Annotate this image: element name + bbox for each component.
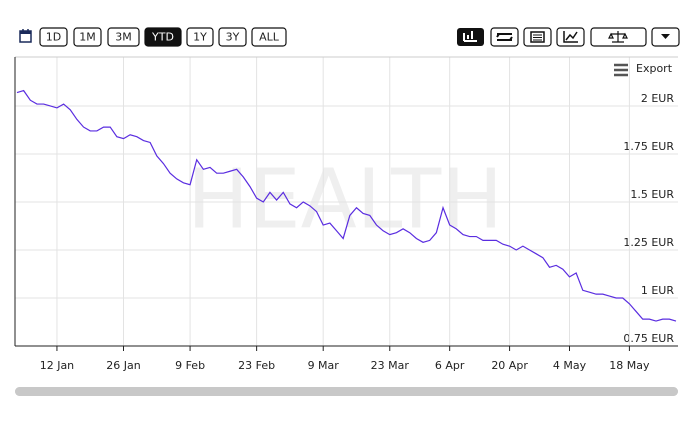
range-label[interactable]: 1Y xyxy=(193,31,207,44)
x-tick-label: 26 Jan xyxy=(106,359,140,372)
calendar-icon[interactable] xyxy=(19,29,32,43)
y-tick-label: 0.75 EUR xyxy=(623,332,674,345)
range-button[interactable] xyxy=(73,27,102,47)
scrollbar-thumb[interactable] xyxy=(15,387,678,396)
x-tick-label: 9 Feb xyxy=(175,359,205,372)
price-line xyxy=(16,89,677,322)
x-tick-label: 18 May xyxy=(609,359,650,372)
y-tick-label: 2 EUR xyxy=(641,92,674,105)
range-button[interactable] xyxy=(186,27,214,47)
y-tick-label: 1.5 EUR xyxy=(630,188,674,201)
range-label[interactable]: 1M xyxy=(79,31,96,44)
y-tick-label: 1.75 EUR xyxy=(623,140,674,153)
x-tick-label: 23 Feb xyxy=(238,359,275,372)
y-tick-label: 1 EUR xyxy=(641,284,674,297)
range-button[interactable] xyxy=(251,27,287,47)
y-tick-label: 1.25 EUR xyxy=(623,236,674,249)
range-buttons: 1D 1M 3M YTD 1Y 3Y ALL xyxy=(39,27,287,47)
x-tick-label: 6 Apr xyxy=(435,359,465,372)
export-button[interactable]: Export xyxy=(614,62,673,77)
range-button[interactable] xyxy=(144,27,182,47)
x-tick-label: 12 Jan xyxy=(40,359,74,372)
x-tick-label: 4 May xyxy=(553,359,587,372)
range-label[interactable]: ALL xyxy=(259,31,280,44)
export-label[interactable]: Export xyxy=(636,62,673,75)
icon-button[interactable] xyxy=(556,27,585,47)
x-tick-label: 9 Mar xyxy=(308,359,340,372)
x-tick-label: 20 Apr xyxy=(491,359,528,372)
range-label[interactable]: 1D xyxy=(46,31,61,44)
chart-type-icons xyxy=(457,27,680,47)
range-button[interactable] xyxy=(107,27,140,47)
icon-button[interactable] xyxy=(457,28,484,46)
range-label[interactable]: YTD xyxy=(151,31,174,44)
icon-button[interactable] xyxy=(490,27,519,47)
x-tick-label: 23 Mar xyxy=(371,359,410,372)
range-label[interactable]: 3Y xyxy=(226,31,240,44)
range-label[interactable]: 3M xyxy=(115,31,132,44)
range-button[interactable] xyxy=(39,27,68,47)
range-button[interactable] xyxy=(218,27,247,47)
